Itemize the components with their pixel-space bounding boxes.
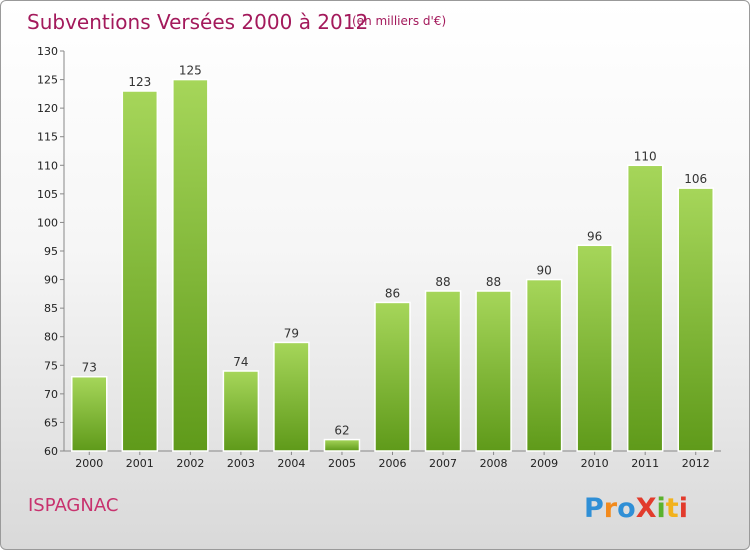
bar (424, 290, 462, 452)
bar (576, 244, 613, 452)
data-label: 123 (128, 75, 151, 89)
svg-text:ProXiti: ProXiti (584, 493, 688, 524)
y-tick-label: 115 (37, 131, 58, 144)
data-label: 79 (284, 326, 299, 340)
y-tick-label: 110 (37, 159, 58, 172)
chart-subtitle: (en milliers d'€) (352, 14, 447, 28)
y-tick-label: 70 (44, 388, 58, 401)
bar (222, 370, 260, 452)
bar (525, 278, 563, 452)
y-tick-label: 80 (44, 331, 58, 344)
x-tick-label: 2005 (328, 457, 356, 470)
y-tick-label: 125 (37, 74, 58, 87)
bar (71, 375, 108, 452)
bar (273, 341, 310, 452)
proxiti-logo[interactable]: ProXiti (584, 489, 694, 525)
bar (323, 438, 361, 452)
y-tick-label: 85 (44, 302, 58, 315)
y-tick-label: 65 (44, 416, 58, 429)
x-tick-label: 2004 (277, 457, 305, 470)
data-label: 88 (435, 275, 450, 289)
data-label: 90 (536, 264, 551, 278)
data-label: 62 (334, 424, 349, 438)
data-label: 125 (179, 64, 202, 78)
commune-name: ISPAGNAC (28, 495, 119, 516)
bar (475, 290, 512, 452)
x-tick-label: 2001 (126, 457, 154, 470)
y-tick-label: 95 (44, 245, 58, 258)
y-tick-label: 90 (44, 274, 58, 287)
x-tick-label: 2009 (530, 457, 558, 470)
data-label: 86 (385, 286, 400, 300)
x-tick-label: 2003 (227, 457, 255, 470)
x-tick-label: 2012 (682, 457, 710, 470)
data-label: 73 (82, 361, 97, 375)
y-tick-label: 60 (44, 445, 58, 458)
y-tick-label: 130 (37, 45, 58, 58)
y-tick-label: 75 (44, 359, 58, 372)
x-tick-label: 2007 (429, 457, 457, 470)
data-label: 106 (684, 172, 707, 186)
y-tick-label: 105 (37, 188, 58, 201)
bar (626, 164, 664, 452)
y-tick-label: 120 (37, 102, 58, 115)
bar (374, 301, 411, 452)
x-tick-label: 2000 (75, 457, 103, 470)
x-tick-label: 2010 (581, 457, 609, 470)
x-tick-label: 2006 (379, 457, 407, 470)
data-label: 110 (634, 149, 657, 163)
data-label: 88 (486, 275, 501, 289)
data-label: 96 (587, 229, 602, 243)
bar (172, 78, 209, 452)
y-tick-label: 100 (37, 216, 58, 229)
x-tick-label: 2002 (176, 457, 204, 470)
bar (121, 90, 159, 452)
x-tick-label: 2008 (480, 457, 508, 470)
x-tick-label: 2011 (631, 457, 659, 470)
bar (677, 187, 714, 452)
data-label: 74 (233, 355, 248, 369)
chart-title: Subventions Versées 2000 à 2012 (27, 10, 369, 34)
